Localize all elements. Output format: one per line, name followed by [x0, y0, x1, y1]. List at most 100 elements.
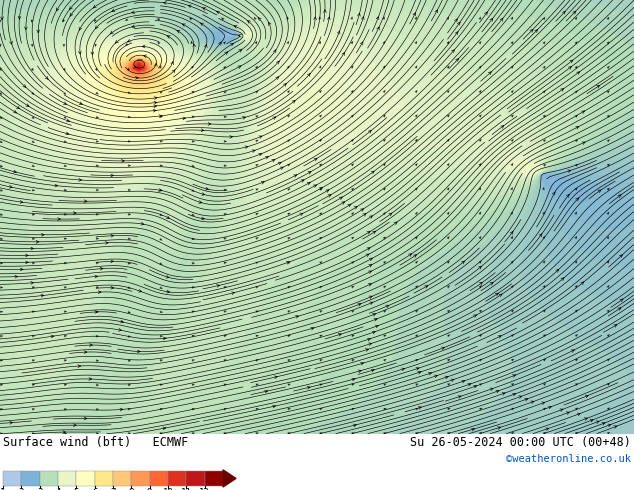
FancyArrowPatch shape — [456, 59, 458, 62]
FancyArrowPatch shape — [576, 126, 579, 129]
FancyArrowPatch shape — [519, 396, 522, 398]
FancyArrowPatch shape — [472, 428, 474, 431]
FancyArrowPatch shape — [63, 431, 65, 434]
FancyArrowPatch shape — [84, 417, 87, 420]
FancyArrowPatch shape — [205, 187, 209, 190]
FancyArrowPatch shape — [199, 201, 202, 203]
FancyArrowPatch shape — [98, 291, 101, 294]
FancyArrowPatch shape — [258, 18, 261, 21]
FancyArrowPatch shape — [25, 261, 29, 264]
FancyArrowPatch shape — [451, 49, 455, 53]
FancyArrowPatch shape — [202, 217, 204, 220]
FancyArrowPatch shape — [283, 83, 287, 86]
FancyArrowPatch shape — [238, 34, 242, 37]
FancyArrowPatch shape — [208, 122, 211, 125]
FancyArrowPatch shape — [361, 209, 363, 212]
FancyArrowPatch shape — [115, 40, 119, 43]
FancyArrowPatch shape — [78, 365, 81, 368]
FancyArrowPatch shape — [618, 308, 621, 311]
FancyArrowPatch shape — [183, 24, 185, 26]
FancyArrowPatch shape — [10, 41, 12, 44]
FancyArrowPatch shape — [230, 136, 233, 138]
FancyArrowPatch shape — [142, 45, 145, 48]
FancyArrowPatch shape — [272, 159, 275, 162]
FancyArrowPatch shape — [55, 184, 58, 187]
FancyArrowPatch shape — [74, 212, 76, 215]
FancyArrowPatch shape — [358, 370, 361, 372]
FancyArrowPatch shape — [479, 282, 482, 285]
FancyArrowPatch shape — [154, 97, 157, 99]
FancyArrowPatch shape — [367, 231, 370, 234]
FancyArrowPatch shape — [132, 11, 135, 14]
FancyArrowPatch shape — [91, 52, 94, 55]
FancyArrowPatch shape — [307, 387, 310, 389]
FancyArrowPatch shape — [358, 13, 360, 16]
FancyArrowPatch shape — [30, 282, 34, 284]
FancyArrowPatch shape — [119, 328, 122, 331]
FancyArrowPatch shape — [530, 29, 533, 32]
FancyArrowPatch shape — [498, 336, 501, 338]
Text: 10: 10 — [163, 489, 173, 490]
FancyArrowPatch shape — [307, 74, 310, 76]
Bar — [131, 471, 150, 486]
FancyArrowPatch shape — [276, 61, 279, 64]
FancyArrowPatch shape — [23, 84, 26, 87]
FancyArrowPatch shape — [79, 51, 81, 54]
Bar — [3, 471, 22, 486]
FancyArrowPatch shape — [193, 44, 196, 47]
FancyArrowPatch shape — [323, 10, 327, 13]
FancyArrowPatch shape — [94, 311, 98, 313]
FancyArrowPatch shape — [56, 8, 59, 11]
FancyArrowPatch shape — [425, 286, 428, 288]
FancyArrowPatch shape — [37, 30, 39, 33]
FancyArrowPatch shape — [490, 388, 493, 391]
FancyArrowPatch shape — [138, 290, 141, 292]
FancyArrowPatch shape — [562, 11, 566, 14]
FancyArrowPatch shape — [301, 180, 304, 182]
FancyArrowPatch shape — [513, 393, 515, 396]
FancyArrowPatch shape — [273, 117, 276, 120]
FancyArrowPatch shape — [31, 247, 34, 250]
FancyArrowPatch shape — [163, 427, 165, 430]
FancyArrowPatch shape — [367, 248, 370, 250]
FancyArrowPatch shape — [307, 182, 310, 185]
FancyArrowPatch shape — [308, 172, 311, 174]
Text: 9: 9 — [147, 489, 152, 490]
FancyArrowPatch shape — [455, 32, 458, 35]
FancyArrowPatch shape — [154, 101, 157, 104]
Bar — [205, 471, 223, 486]
FancyArrowPatch shape — [155, 63, 157, 66]
FancyArrowPatch shape — [276, 77, 279, 79]
FancyArrowPatch shape — [204, 45, 207, 48]
FancyArrowPatch shape — [259, 153, 262, 156]
FancyArrowPatch shape — [577, 413, 580, 416]
FancyArrowPatch shape — [501, 125, 504, 128]
Bar — [22, 471, 40, 486]
FancyArrowPatch shape — [138, 350, 140, 353]
FancyArrowPatch shape — [252, 150, 255, 152]
FancyArrowPatch shape — [541, 402, 545, 405]
FancyArrowPatch shape — [457, 22, 460, 25]
FancyArrowPatch shape — [200, 23, 204, 25]
FancyArrowPatch shape — [134, 66, 137, 68]
FancyArrowPatch shape — [25, 27, 27, 29]
FancyArrowPatch shape — [596, 421, 599, 423]
FancyArrowPatch shape — [300, 213, 303, 216]
FancyArrowPatch shape — [95, 275, 98, 278]
FancyArrowPatch shape — [217, 11, 220, 14]
FancyArrowPatch shape — [280, 167, 283, 170]
Text: ©weatheronline.co.uk: ©weatheronline.co.uk — [506, 454, 631, 464]
FancyArrowPatch shape — [484, 12, 488, 15]
FancyArrowPatch shape — [1, 17, 3, 20]
FancyArrowPatch shape — [337, 31, 340, 34]
FancyArrowPatch shape — [269, 23, 271, 25]
FancyArrowPatch shape — [70, 6, 72, 9]
FancyArrowPatch shape — [500, 18, 503, 21]
FancyArrowPatch shape — [570, 60, 573, 63]
FancyArrowPatch shape — [105, 242, 108, 245]
FancyArrowPatch shape — [153, 105, 157, 108]
FancyArrowPatch shape — [389, 213, 392, 216]
FancyArrowPatch shape — [141, 222, 144, 225]
FancyArrowPatch shape — [202, 193, 205, 196]
FancyArrowPatch shape — [560, 89, 564, 91]
